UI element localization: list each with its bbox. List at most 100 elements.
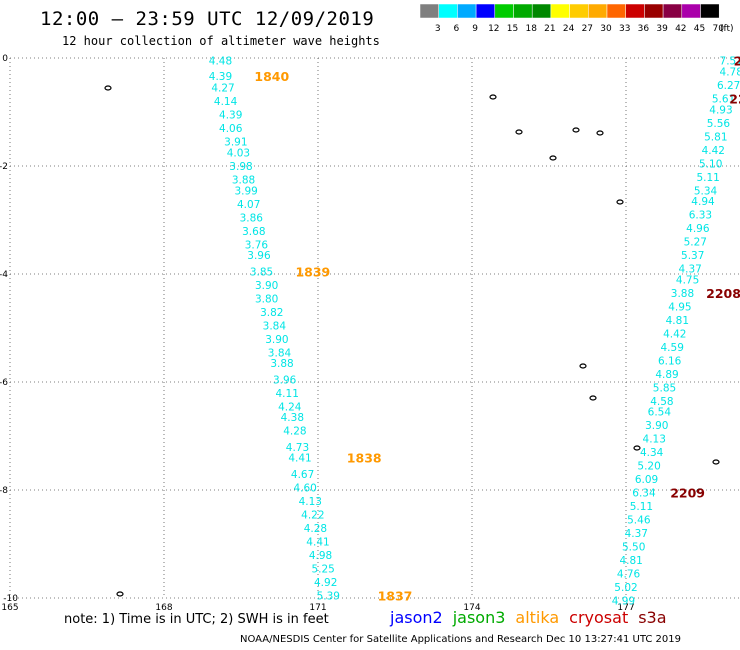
wave-height-point: 4.92 — [314, 577, 337, 589]
y-tick-label: -10 — [3, 594, 18, 604]
legend-item-altika: altika — [515, 608, 560, 627]
credit-line: NOAA/NESDIS Center for Satellite Applica… — [240, 634, 682, 645]
wave-height-point: 5.25 — [311, 563, 334, 575]
island-outline — [616, 199, 624, 205]
color-scale-label: 33 — [619, 24, 630, 34]
color-scale-label: 42 — [675, 24, 686, 34]
wave-height-point: 4.39 — [209, 71, 232, 83]
wave-height-point: 4.95 — [668, 301, 691, 313]
island-outline — [104, 85, 112, 91]
wave-height-point: 4.37 — [678, 264, 701, 276]
wave-height-point: 6.16 — [658, 355, 682, 367]
wave-height-point: 4.42 — [702, 145, 725, 157]
island-outline — [116, 591, 124, 597]
legend-item-jason3: jason3 — [452, 608, 506, 627]
wave-height-point: 4.76 — [617, 569, 641, 581]
pass-time-label: 1840 — [254, 69, 289, 84]
wave-height-point: 3.84 — [263, 320, 287, 332]
wave-height-point: 4.39 — [219, 110, 242, 122]
wave-height-point: 4.81 — [666, 315, 689, 327]
wave-height-point: 4.13 — [299, 496, 322, 508]
legend-item-cryosat: cryosat — [569, 608, 629, 627]
color-scale-label: 12 — [488, 24, 499, 34]
wave-height-point: 4.22 — [301, 509, 324, 521]
wave-height-point: 4.27 — [211, 83, 234, 95]
units-note: note: 1) Time is in UTC; 2) SWH is in fe… — [64, 612, 329, 627]
wave-height-point: 3.76 — [245, 239, 269, 251]
x-tick-label: 174 — [463, 603, 480, 613]
y-tick-label: -8 — [0, 486, 8, 496]
wave-height-point: 5.11 — [630, 501, 653, 513]
chart-title: 12:00 — 23:59 UTC 12/09/2019 — [40, 8, 375, 30]
color-scale-unit: (ft) — [720, 24, 734, 34]
wave-height-point: 4.94 — [691, 196, 715, 208]
wave-height-point: 3.90 — [645, 420, 668, 432]
wave-height-point: 4.34 — [640, 447, 664, 459]
wave-height-point: 4.93 — [709, 104, 732, 116]
wave-height-point: 4.14 — [214, 96, 238, 108]
island-outline — [489, 94, 497, 100]
y-tick-label: -2 — [0, 162, 8, 172]
pass-time-label: 22 — [729, 92, 740, 107]
wave-height-point: 5.39 — [317, 590, 340, 602]
wave-height-point: 3.68 — [242, 226, 265, 238]
wave-height-point: 3.98 — [229, 161, 252, 173]
wave-height-point: 4.60 — [293, 482, 316, 494]
wave-height-point: 4.78 — [720, 67, 740, 79]
island-outline — [572, 127, 580, 133]
wave-height-point: 6.33 — [689, 210, 712, 222]
island-outline — [696, 488, 704, 494]
wave-height-point: 4.81 — [619, 555, 642, 567]
wave-height-point: 3.96 — [273, 374, 297, 386]
color-scale-label: 24 — [563, 24, 575, 34]
wave-height-point: 4.13 — [643, 434, 666, 446]
wave-height-point: 5.56 — [707, 118, 731, 130]
wave-height-point: 4.37 — [625, 528, 648, 540]
island-outline — [515, 129, 523, 135]
wave-height-point: 5.34 — [694, 185, 718, 197]
wave-height-point: 3.82 — [260, 307, 283, 319]
wave-height-point: 4.11 — [276, 388, 299, 400]
wave-height-point: 4.48 — [209, 56, 232, 68]
wave-height-point: 4.59 — [661, 342, 684, 354]
color-swatch — [700, 4, 720, 19]
wave-height-point: 5.20 — [637, 461, 660, 473]
wave-height-point: 5.50 — [622, 542, 645, 554]
wave-height-point: 5.27 — [684, 237, 707, 249]
wave-height-point: 3.91 — [224, 137, 247, 149]
wave-height-point: 5.61 — [712, 94, 735, 106]
wave-height-point: 6.34 — [632, 488, 656, 500]
wave-height-point: 4.73 — [286, 442, 309, 454]
color-scale-label: 39 — [656, 24, 668, 34]
wave-height-point: 3.99 — [234, 185, 257, 197]
color-scale-label: 6 — [454, 24, 460, 34]
wave-height-point: 4.24 — [278, 401, 302, 413]
wave-height-point: 6.27 — [717, 80, 740, 92]
wave-height-point: 5.46 — [627, 515, 651, 527]
wave-height-point: 5.85 — [653, 382, 676, 394]
x-tick-label: 177 — [617, 603, 634, 613]
pass-time-label: 1839 — [295, 264, 330, 279]
x-tick-label: 168 — [155, 603, 172, 613]
wave-height-point: 3.86 — [240, 212, 264, 224]
wave-height-point: 4.75 — [676, 274, 699, 286]
island-outline — [589, 395, 597, 401]
color-scale-label: 30 — [600, 24, 612, 34]
pass-time-label: 2208 — [706, 286, 740, 301]
wave-height-point: 4.07 — [237, 199, 260, 211]
wave-height-point: 4.38 — [281, 412, 304, 424]
y-tick-label: 0 — [2, 54, 8, 64]
wave-height-point: 3.90 — [265, 334, 288, 346]
pass-time-label: 2 — [734, 54, 740, 69]
color-scale-label: 70 — [712, 24, 724, 34]
wave-height-point: 4.58 — [650, 396, 673, 408]
wave-height-point: 3.84 — [268, 347, 292, 359]
wave-height-point: 3.88 — [232, 175, 255, 187]
wave-height-point: 4.41 — [306, 536, 329, 548]
color-scale-label: 36 — [638, 24, 650, 34]
y-tick-label: -4 — [0, 270, 8, 280]
wave-height-point: 3.85 — [250, 266, 273, 278]
wave-height-point: 3.88 — [270, 358, 293, 370]
wave-height-point: 4.96 — [686, 223, 710, 235]
